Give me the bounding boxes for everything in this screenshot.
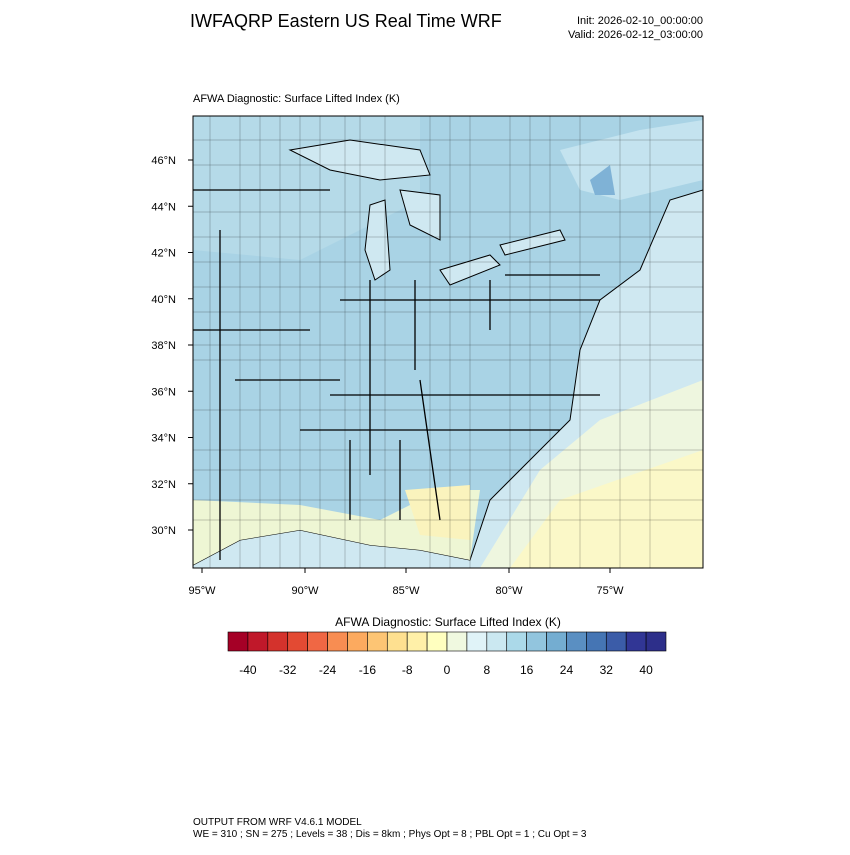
colorbar-box [227,631,249,652]
lat-label: 44°N [151,201,176,213]
lat-label: 32°N [151,479,176,491]
colorbar-box [426,631,448,652]
colorbar-box [347,631,368,652]
colorbar-label: 8 [483,663,490,677]
title: IWFAQRP Eastern US Real Time WRF [190,11,502,31]
lat-label: 38°N [151,340,176,352]
colorbar-box [506,631,527,652]
colorbar-box [267,631,289,652]
colorbar-label: -16 [359,663,377,677]
map [193,116,703,568]
lat-label: 36°N [151,386,176,398]
footer-line: WE = 310 ; SN = 275 ; Levels = 38 ; Dis … [193,829,587,840]
footer-line: OUTPUT FROM WRF V4.6.1 MODEL [193,817,362,828]
lon-label: 90°W [291,585,319,597]
colorbar-label: 32 [600,663,614,677]
colorbar-box [625,631,647,652]
lat-label: 46°N [151,155,176,167]
colorbar-label: -40 [239,663,257,677]
colorbar-label: 24 [560,663,574,677]
init-time: Init: 2026-02-10_00:00:00 [577,15,703,27]
colorbar-box [247,631,269,652]
lat-label: 42°N [151,248,176,260]
colorbar-box [466,631,488,652]
lon-label: 95°W [188,585,216,597]
colorbar-box [287,631,308,652]
colorbar-box [386,631,408,652]
lon-label: 85°W [392,585,420,597]
colorbar-title: AFWA Diagnostic: Surface Lifted Index (K… [335,615,561,629]
colorbar-box [486,631,508,652]
colorbar-box [586,631,607,652]
valid-time: Valid: 2026-02-12_03:00:00 [568,29,703,41]
colorbar-box [566,631,587,652]
colorbar-box [446,631,468,652]
colorbar-box [605,631,627,652]
colorbar-box [327,631,348,652]
colorbar-label: -24 [319,663,337,677]
lon-label: 80°W [495,585,523,597]
lat-label: 30°N [151,525,176,537]
lat-label: 40°N [151,294,176,306]
lon-label: 75°W [596,585,624,597]
colorbar-label: 40 [639,663,653,677]
colorbar-label: 0 [444,663,451,677]
colorbar-box [307,631,328,652]
colorbar-box [367,631,388,652]
colorbar-label: -32 [279,663,297,677]
colorbar-box [645,631,667,652]
colorbar-box [406,631,428,652]
colorbar-label: -8 [402,663,413,677]
colorbar-box [526,631,547,652]
colorbar-label: 16 [520,663,534,677]
colorbar-box [546,631,567,652]
map-frame [192,115,704,569]
lat-label: 34°N [151,433,176,445]
map-subtitle: AFWA Diagnostic: Surface Lifted Index (K… [193,93,400,105]
